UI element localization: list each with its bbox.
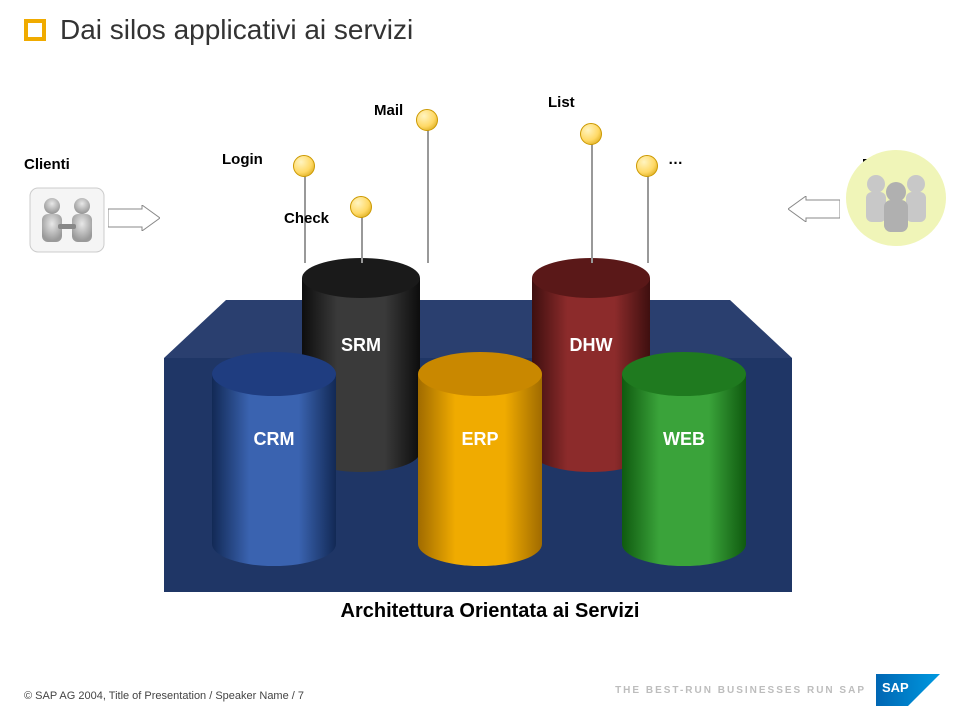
architecture-label: Architettura Orientata ai Servizi bbox=[340, 600, 640, 623]
stem-ellipsis bbox=[647, 175, 649, 263]
stem-mail bbox=[427, 128, 429, 263]
node-check bbox=[350, 196, 372, 218]
sap-logo-text: SAP bbox=[882, 680, 909, 695]
footer-tagline: THE BEST-RUN BUSINESSES RUN SAP bbox=[615, 685, 866, 696]
node-ellipsis bbox=[636, 155, 658, 177]
list-label: List bbox=[548, 94, 575, 111]
footer-right: THE BEST-RUN BUSINESSES RUN SAP SAP bbox=[615, 674, 940, 706]
cylinder-web: WEB bbox=[622, 352, 746, 566]
node-login bbox=[293, 155, 315, 177]
footer-copyright: © SAP AG 2004, Title of Presentation / S… bbox=[24, 690, 304, 702]
ellipsis-label: … bbox=[668, 151, 683, 168]
stem-check bbox=[361, 215, 363, 263]
erp-label: ERP bbox=[418, 429, 542, 450]
node-mail bbox=[416, 109, 438, 131]
crm-label: CRM bbox=[212, 429, 336, 450]
stem-list bbox=[591, 143, 593, 263]
check-label: Check bbox=[284, 210, 329, 227]
cylinder-crm: CRM bbox=[212, 352, 336, 566]
cylinder-erp: ERP bbox=[418, 352, 542, 566]
web-label: WEB bbox=[622, 429, 746, 450]
mail-label: Mail bbox=[374, 102, 403, 119]
node-list bbox=[580, 123, 602, 145]
login-label: Login bbox=[222, 151, 263, 168]
sap-logo: SAP bbox=[876, 674, 940, 706]
